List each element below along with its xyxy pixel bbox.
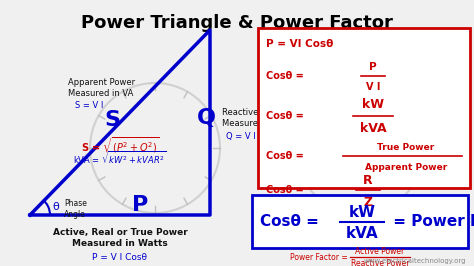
Text: Cosθ =: Cosθ = xyxy=(260,214,324,229)
Text: S = V I: S = V I xyxy=(75,102,103,110)
Text: True Power: True Power xyxy=(377,143,435,152)
Text: Power Factor =: Power Factor = xyxy=(290,252,350,261)
Text: Active Power: Active Power xyxy=(356,247,405,256)
Text: Apparent Power: Apparent Power xyxy=(365,163,447,172)
Text: Reactive Power
Measured in VAR: Reactive Power Measured in VAR xyxy=(222,108,293,128)
Text: Apparent Power
Measured in VA: Apparent Power Measured in VA xyxy=(68,78,135,98)
Bar xyxy=(252,195,468,248)
Text: Q = V I Sinθ: Q = V I Sinθ xyxy=(226,131,276,140)
Text: = Power Factor: = Power Factor xyxy=(388,214,474,229)
Text: kW: kW xyxy=(362,98,384,111)
Text: Cosθ =: Cosθ = xyxy=(266,111,307,121)
Text: Z: Z xyxy=(364,196,373,209)
Text: P = V I Cosθ: P = V I Cosθ xyxy=(92,252,147,261)
Text: Active, Real or True Power: Active, Real or True Power xyxy=(53,227,187,236)
Text: Measured in Watts: Measured in Watts xyxy=(72,239,168,248)
Text: P: P xyxy=(369,62,377,72)
Bar xyxy=(258,28,470,188)
Text: Phase
Angle: Phase Angle xyxy=(64,199,87,219)
Text: Cosθ =: Cosθ = xyxy=(266,185,307,195)
Text: R: R xyxy=(363,173,373,186)
Text: Cosθ =: Cosθ = xyxy=(266,151,307,161)
Text: S = $\sqrt{(P^2 + Q^2)}$: S = $\sqrt{(P^2 + Q^2)}$ xyxy=(81,135,159,155)
Text: P: P xyxy=(132,195,148,215)
Text: kW: kW xyxy=(348,205,375,220)
Text: Q: Q xyxy=(197,108,216,128)
Text: V I: V I xyxy=(366,82,380,92)
Text: www.electricaltechnology.org: www.electricaltechnology.org xyxy=(364,258,466,264)
Text: P = VI Cosθ: P = VI Cosθ xyxy=(266,39,333,49)
Text: Cosθ =: Cosθ = xyxy=(266,71,307,81)
Text: kVA: kVA xyxy=(360,123,386,135)
Text: S: S xyxy=(104,110,120,130)
Text: Power Triangle & Power Factor: Power Triangle & Power Factor xyxy=(81,14,393,32)
Text: θ: θ xyxy=(52,202,59,212)
Text: Reactive Power: Reactive Power xyxy=(351,260,409,266)
Text: kVA: kVA xyxy=(346,226,378,241)
Text: kVA = $\sqrt{kW^2 + kVAR^2}$: kVA = $\sqrt{kW^2 + kVAR^2}$ xyxy=(73,149,167,167)
